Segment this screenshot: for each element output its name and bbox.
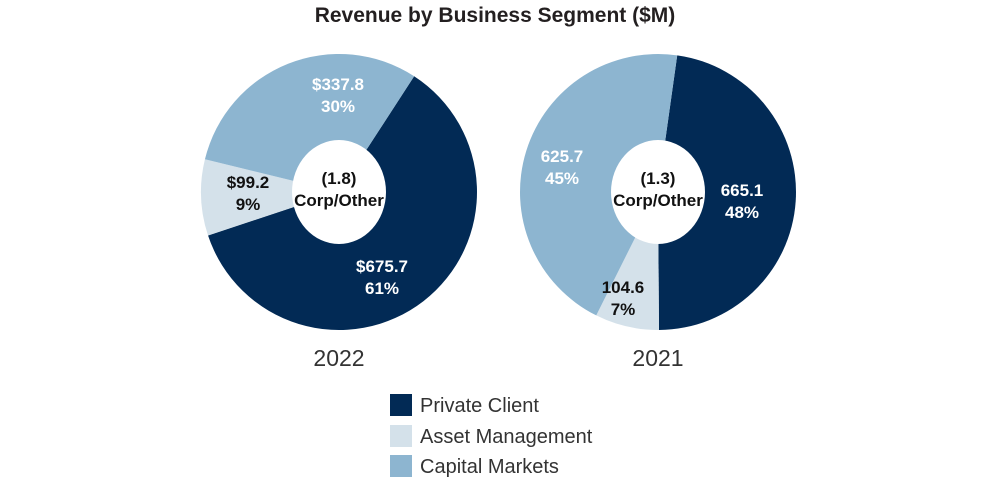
legend: Private Client Asset Management Capital … xyxy=(390,394,593,478)
center-label: Corp/Other xyxy=(613,191,703,210)
legend-swatch-private-client xyxy=(390,394,412,416)
donut-2022: $675.7 61% $99.2 9% $337.8 30% (1.8) Corp/Other… xyxy=(201,53,478,371)
slice-asset-management xyxy=(201,159,339,236)
year-label: 2021 xyxy=(632,345,683,371)
value-label: 665.1 xyxy=(721,181,764,200)
percent-label: 45% xyxy=(545,169,579,188)
legend-swatch-asset-management xyxy=(390,425,412,447)
value-label: $675.7 xyxy=(356,257,408,276)
center-label: Corp/Other xyxy=(294,191,384,210)
percent-label: 9% xyxy=(236,195,261,214)
chart-title: Revenue by Business Segment ($M) xyxy=(315,4,676,27)
legend-label: Capital Markets xyxy=(420,456,559,478)
value-label: 625.7 xyxy=(541,147,584,166)
year-label: 2022 xyxy=(313,345,364,371)
slice-capital-markets xyxy=(519,53,678,316)
legend-label: Asset Management xyxy=(420,426,593,448)
slice-capital-markets xyxy=(204,53,415,192)
legend-swatch-capital-markets xyxy=(390,455,412,477)
slice-private-client xyxy=(658,55,796,330)
center-value: (1.8) xyxy=(322,169,357,188)
value-label: $337.8 xyxy=(312,75,364,94)
donut-2021: 665.1 48% 104.6 7% 625.7 45% (1.3) Corp/Other 20… xyxy=(519,53,796,371)
donut-hole xyxy=(611,140,705,244)
legend-label: Private Client xyxy=(420,395,539,417)
percent-label: 61% xyxy=(365,279,399,298)
percent-label: 30% xyxy=(321,97,355,116)
percent-label: 7% xyxy=(611,300,636,319)
value-label: $99.2 xyxy=(227,173,270,192)
donut-hole xyxy=(292,140,386,244)
center-value: (1.3) xyxy=(641,169,676,188)
value-label: 104.6 xyxy=(602,278,645,297)
percent-label: 48% xyxy=(725,203,759,222)
